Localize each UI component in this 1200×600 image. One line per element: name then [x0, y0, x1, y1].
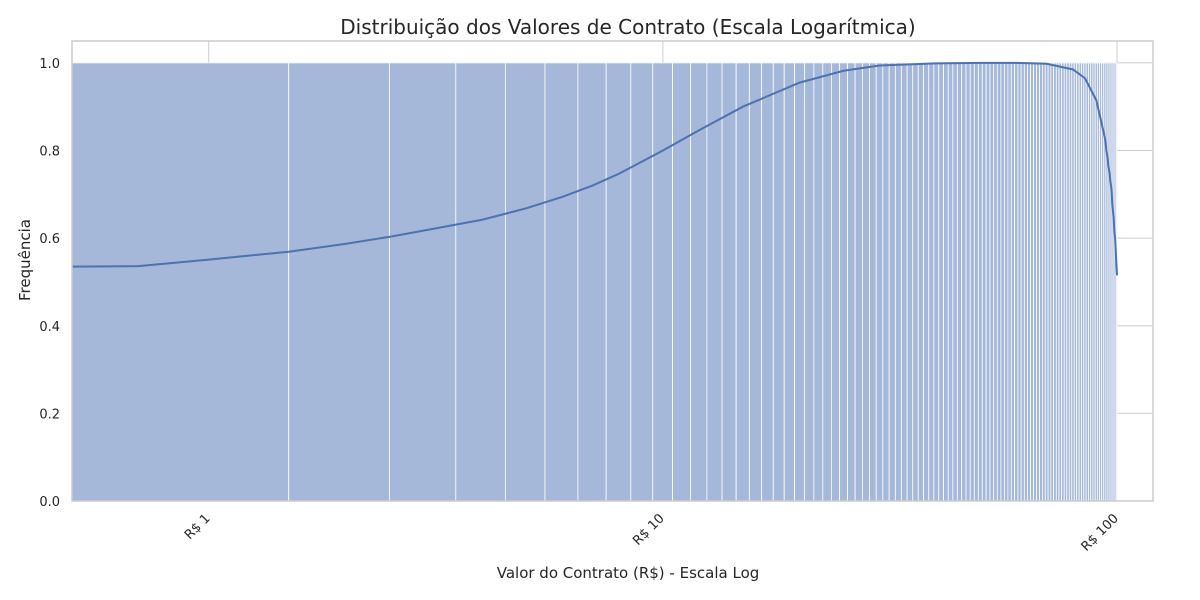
histogram-bar: [71, 62, 290, 502]
y-tick-label: 0.6: [39, 232, 60, 247]
histogram-bar: [630, 62, 654, 502]
x-axis-label: Valor do Contrato (R$) - Escala Log: [497, 564, 760, 582]
histogram-bar: [917, 62, 924, 502]
histogram-bar: [389, 62, 457, 502]
histogram-bar: [1017, 62, 1022, 502]
histogram-bar: [544, 62, 579, 502]
y-tick-label: 0.0: [39, 495, 60, 510]
histogram-bar: [923, 62, 930, 502]
histogram-bar: [690, 62, 708, 502]
x-ticks: R$ 1 R$ 10 R$ 100: [182, 511, 1122, 554]
histogram-bar: [831, 62, 841, 502]
histogram-bar: [721, 62, 737, 502]
histogram-bar: [1033, 62, 1037, 502]
histogram-bar: [928, 62, 935, 502]
y-tick-label: 1.0: [39, 57, 60, 72]
histogram-bar: [973, 62, 979, 502]
histogram-bar: [947, 62, 954, 502]
histogram-bar: [1023, 62, 1028, 502]
x-tick-label: R$ 100: [1079, 511, 1122, 554]
histogram-bar: [1007, 62, 1012, 502]
kde-curve-layer: [71, 61, 1119, 276]
histogram-bar: [965, 62, 971, 502]
histogram-bar: [952, 62, 958, 502]
histogram-bar: [706, 62, 723, 502]
histogram-bar: [977, 62, 983, 502]
histogram-bar: [783, 62, 796, 502]
histogram-bar: [813, 62, 824, 502]
histogram-bar: [912, 62, 919, 502]
histogram-bar: [839, 62, 848, 502]
histogram-bar: [969, 62, 975, 502]
histogram-bar: [989, 62, 995, 502]
histogram-bar: [772, 62, 785, 502]
histogram-bar: [981, 62, 987, 502]
kde-curve-line: [71, 61, 1119, 276]
histogram-bar: [854, 62, 863, 502]
x-tick-label: R$ 1: [182, 511, 214, 543]
chart-title: Distribuição dos Valores de Contrato (Es…: [340, 15, 916, 39]
histogram-bar: [943, 62, 949, 502]
histogram-bar: [1036, 62, 1040, 502]
histogram-bar: [900, 62, 908, 502]
histogram-bar: [956, 62, 963, 502]
histogram-bar: [504, 62, 546, 502]
histogram-bar: [1004, 62, 1009, 502]
y-tick-label: 0.4: [39, 320, 60, 335]
y-tick-label: 0.8: [39, 145, 60, 160]
histogram-bar: [288, 62, 390, 502]
histogram-bar: [875, 62, 884, 502]
histogram-bar: [888, 62, 896, 502]
histogram-bar: [862, 62, 870, 502]
histogram-bar: [1020, 62, 1025, 502]
histogram-bar: [804, 62, 815, 502]
histogram-bar: [869, 62, 877, 502]
histogram-bar: [1000, 62, 1005, 502]
histogram-bar: [652, 62, 673, 502]
histogram-bar: [735, 62, 750, 502]
axes-frame: [71, 40, 1154, 502]
histogram-bar: [577, 62, 607, 502]
histogram-bar: [1050, 62, 1055, 502]
histogram-bar: [933, 62, 940, 502]
histogram-bar: [906, 62, 914, 502]
y-ticks: 0.0 0.2 0.4 0.6 0.8 1.0: [39, 57, 60, 510]
histogram-bar: [1115, 62, 1118, 502]
histogram-bar: [1042, 62, 1046, 502]
histogram-bar: [993, 62, 998, 502]
histogram-bar: [672, 62, 691, 502]
histogram-bar: [761, 62, 774, 502]
x-tick-label: R$ 10: [630, 511, 667, 548]
histogram-bar: [938, 62, 944, 502]
histogram-bar: [822, 62, 832, 502]
histogram-bar: [748, 62, 763, 502]
histogram-bar: [1014, 62, 1019, 502]
y-tick-label: 0.2: [39, 407, 60, 422]
histogram-bar: [882, 62, 890, 502]
histogram-bar: [1044, 62, 1049, 502]
histogram-bar: [1010, 62, 1016, 502]
histogram-bar: [961, 62, 967, 502]
histogram-bar: [1047, 62, 1052, 502]
histogram-bar: [455, 62, 506, 502]
y-axis-label: Frequência: [16, 219, 34, 301]
histogram-bar: [985, 62, 991, 502]
histogram-bar: [1039, 62, 1043, 502]
histogram-bar: [1027, 62, 1031, 502]
histogram-bar: [1030, 62, 1034, 502]
bars-layer: [71, 62, 1118, 502]
histogram-bar: [605, 62, 632, 502]
histogram-bar: [847, 62, 856, 502]
histogram-bar: [794, 62, 805, 502]
histogram-bar: [996, 62, 1002, 502]
histogram-bar: [1053, 62, 1057, 502]
histogram-bar: [894, 62, 902, 502]
